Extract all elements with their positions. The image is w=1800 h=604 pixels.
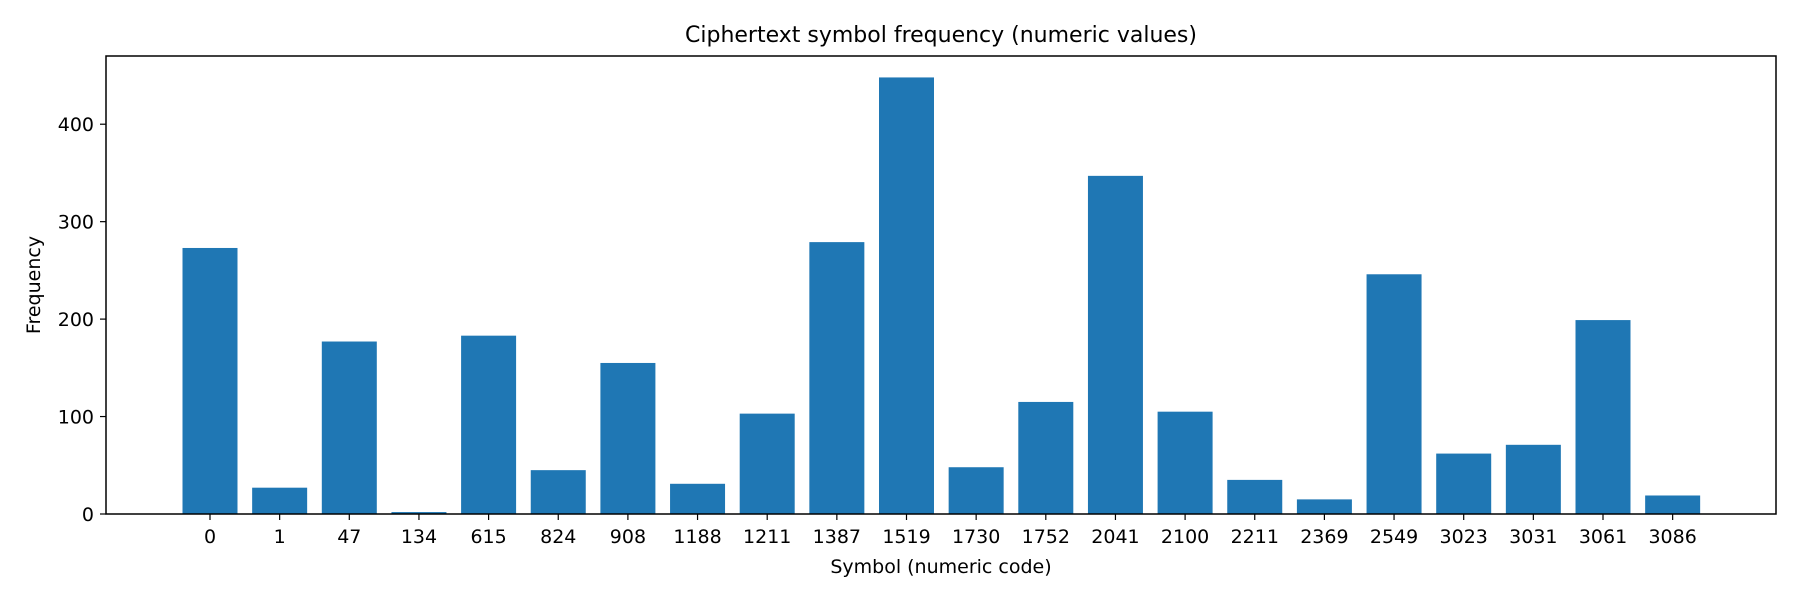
x-tick-label: 3023	[1440, 526, 1488, 548]
y-tick-label: 0	[82, 504, 94, 526]
x-tick-label: 2041	[1091, 526, 1139, 548]
x-tick-label: 1730	[952, 526, 1000, 548]
y-tick-label: 300	[58, 212, 94, 234]
bar-3086	[1645, 495, 1701, 514]
bar-1211	[739, 413, 795, 514]
bar-47	[321, 341, 377, 514]
x-tick-label: 908	[610, 526, 646, 548]
bar-0	[182, 247, 238, 514]
x-tick-label: 615	[470, 526, 506, 548]
bar-615	[461, 335, 517, 514]
bar-824	[530, 470, 586, 514]
x-tick-label: 47	[337, 526, 361, 548]
bar-1387	[809, 242, 865, 514]
chart-title: Ciphertext symbol frequency (numeric val…	[685, 23, 1197, 48]
x-tick-label: 1188	[673, 526, 721, 548]
x-tick-label: 134	[401, 526, 437, 548]
x-axis-label: Symbol (numeric code)	[830, 556, 1051, 578]
x-tick-label: 2100	[1161, 526, 1209, 548]
x-tick-label: 1211	[743, 526, 791, 548]
bar-2041	[1087, 175, 1143, 515]
bar-1519	[879, 77, 934, 514]
plot-area-frame	[105, 55, 1777, 515]
bar-1	[252, 487, 308, 514]
x-tick-label: 3031	[1509, 526, 1557, 548]
x-tick-label: 1	[274, 526, 286, 548]
bar-3031	[1505, 444, 1561, 514]
bar-908	[600, 362, 656, 514]
bar-1752	[1018, 401, 1074, 514]
y-tick-label: 400	[58, 114, 94, 136]
x-tick-label: 2549	[1370, 526, 1418, 548]
bars-layer	[182, 77, 1701, 515]
bar-1730	[948, 467, 1004, 514]
y-axis-ticks: 0 100 200 300 400	[58, 114, 106, 526]
bar-2100	[1157, 411, 1213, 514]
bar-2369	[1296, 499, 1352, 514]
y-axis-label: Frequency	[23, 236, 45, 334]
x-tick-label: 1752	[1022, 526, 1070, 548]
x-tick-label: 2369	[1300, 526, 1348, 548]
x-tick-label: 1387	[813, 526, 861, 548]
bar-2549	[1366, 274, 1422, 514]
y-tick-label: 100	[58, 407, 94, 429]
bar-134	[391, 512, 447, 514]
x-tick-label: 2211	[1231, 526, 1279, 548]
x-axis-ticks: 0 1 47 134 615 824 908 1188 1211 1387 1519 1730 1752…	[204, 514, 1697, 548]
x-tick-label: 0	[204, 526, 216, 548]
bar-3061	[1575, 320, 1631, 514]
y-tick-label: 200	[58, 309, 94, 331]
x-tick-label: 3086	[1648, 526, 1696, 548]
bar-1188	[670, 483, 726, 514]
x-tick-label: 3061	[1579, 526, 1627, 548]
x-tick-label: 1519	[882, 526, 930, 548]
x-tick-label: 824	[540, 526, 576, 548]
bar-2211	[1227, 479, 1283, 514]
bar-3023	[1436, 453, 1492, 514]
